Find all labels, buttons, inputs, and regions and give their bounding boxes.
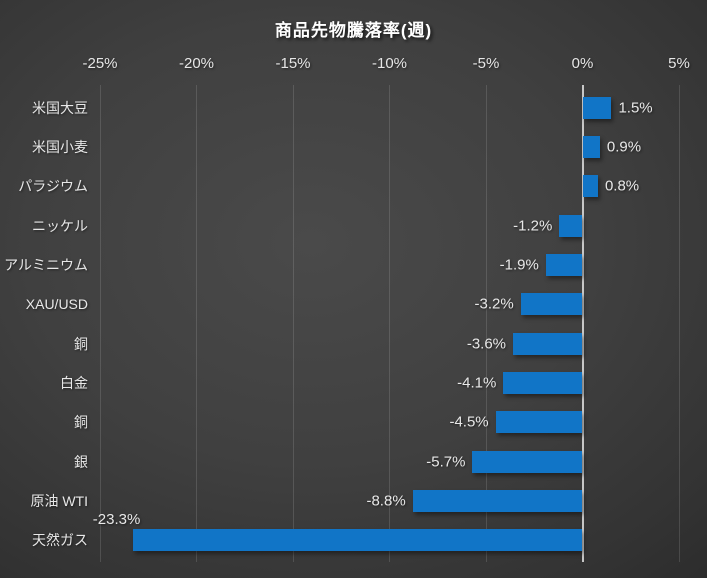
value-label: -23.3% <box>92 511 141 529</box>
value-label: -1.2% <box>513 217 553 235</box>
chart-title: 商品先物騰落率(週) <box>274 21 433 40</box>
x-tick-label: -20% <box>178 55 215 72</box>
grid-line <box>99 85 101 562</box>
value-label: -3.6% <box>466 335 507 353</box>
bar <box>582 136 600 158</box>
x-tick-label: -25% <box>82 55 118 72</box>
value-label: 1.5% <box>618 99 653 117</box>
x-tick-label: -15% <box>275 55 311 72</box>
value-label: -3.2% <box>474 295 514 313</box>
category-label: 銅 <box>74 414 88 431</box>
bar <box>520 293 583 316</box>
category-label: 白金 <box>60 375 88 391</box>
value-label: -1.9% <box>499 256 539 274</box>
grid-line <box>292 85 294 562</box>
grid-line <box>485 85 487 562</box>
category-label: 天然ガス <box>32 532 88 549</box>
value-label: 0.9% <box>606 138 642 156</box>
bar <box>132 529 583 552</box>
value-label: -4.5% <box>449 413 489 431</box>
bar <box>513 332 583 355</box>
grid-line <box>196 85 197 562</box>
category-label: アルミニウム <box>4 257 88 273</box>
category-label: ニッケル <box>32 217 88 234</box>
category-label: パラジウム <box>18 178 88 195</box>
bar <box>495 411 583 434</box>
x-tick-label: -10% <box>371 55 408 72</box>
x-tick-label: -5% <box>472 55 500 72</box>
category-label: 銀 <box>74 453 88 470</box>
bar <box>472 450 583 473</box>
bar <box>503 372 583 394</box>
grid-line <box>389 85 390 562</box>
bar <box>582 96 612 119</box>
bar <box>559 214 583 237</box>
value-label: -5.7% <box>426 453 466 471</box>
category-label: XAU/USD <box>25 296 88 313</box>
value-label: -8.8% <box>366 492 406 510</box>
bar <box>412 490 583 512</box>
category-label: 米国小麦 <box>32 139 88 155</box>
value-label: 0.8% <box>604 177 640 195</box>
x-tick-label: 0% <box>571 55 594 72</box>
zero-axis-line <box>581 85 584 562</box>
category-label: 銅 <box>74 335 88 352</box>
bar <box>582 175 598 198</box>
value-label: -4.1% <box>457 374 497 392</box>
grid-line <box>678 85 680 562</box>
category-label: 原油 WTI <box>30 493 88 509</box>
bar <box>545 254 583 276</box>
x-tick-label: 5% <box>668 55 690 72</box>
category-label: 米国大豆 <box>32 99 88 116</box>
